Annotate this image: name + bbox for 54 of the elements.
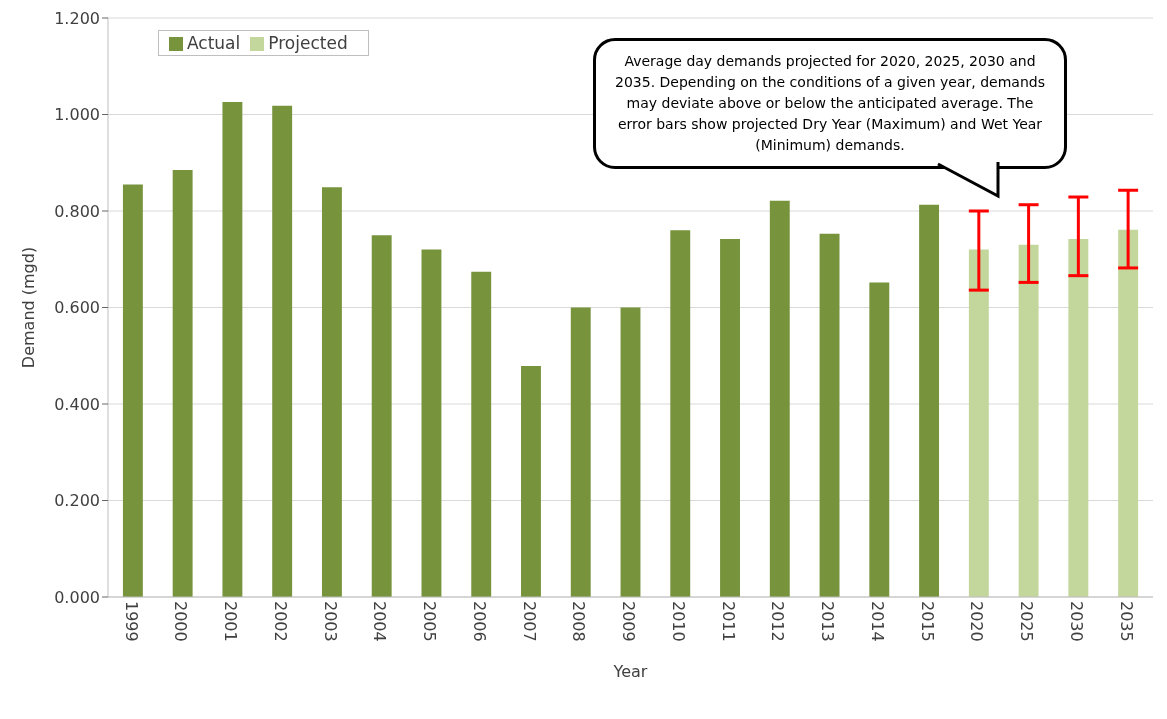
x-tick-label: 2012 bbox=[768, 601, 788, 642]
x-tick-label: 2035 bbox=[1116, 601, 1136, 642]
bar bbox=[919, 204, 940, 597]
x-tick-label: 2009 bbox=[619, 601, 639, 642]
x-tick-label: 2005 bbox=[420, 601, 440, 642]
bar bbox=[122, 184, 143, 597]
bar bbox=[272, 105, 293, 597]
legend-label: Projected bbox=[268, 33, 348, 53]
x-tick-label: 2008 bbox=[569, 601, 589, 642]
bar bbox=[1118, 229, 1139, 597]
bar bbox=[421, 249, 442, 597]
x-tick-label: 2015 bbox=[917, 601, 937, 642]
bar bbox=[321, 187, 342, 597]
annotation: Average day demands projected for 2020, 2025, 2030 and 2035. Depending on the conditions of a given year, demands may deviate above or below the anticipated average. The error bars show projected Dry Year (Maximum) and Wet Year (Minimum) demands. bbox=[593, 38, 1067, 169]
legend-label: Actual bbox=[187, 33, 241, 53]
bar bbox=[670, 230, 691, 597]
x-tick-label: 2020 bbox=[967, 601, 987, 642]
bar bbox=[521, 365, 541, 597]
x-tick-label: 2002 bbox=[270, 601, 290, 642]
x-tick-label: 2003 bbox=[320, 601, 340, 642]
x-axis-title: Year bbox=[612, 662, 648, 681]
y-tick-label: 0.400 bbox=[54, 394, 100, 414]
y-tick-label: 0.600 bbox=[54, 298, 100, 318]
bar bbox=[869, 282, 890, 597]
bar bbox=[1018, 244, 1039, 597]
x-tick-label: 2007 bbox=[519, 601, 539, 642]
bar bbox=[968, 249, 989, 597]
x-tick-label: 2014 bbox=[867, 601, 887, 642]
bar bbox=[471, 271, 492, 597]
x-tick-label: 2001 bbox=[221, 601, 241, 642]
bar bbox=[819, 233, 840, 597]
bar bbox=[172, 169, 193, 597]
x-tick-label: 2004 bbox=[370, 601, 390, 642]
y-tick-label: 0.800 bbox=[54, 201, 100, 221]
bar bbox=[769, 200, 790, 597]
bar bbox=[620, 307, 641, 597]
x-tick-label: 1999 bbox=[121, 601, 141, 642]
bar bbox=[570, 307, 591, 597]
y-tick-label: 0.200 bbox=[54, 491, 100, 511]
bar bbox=[1068, 238, 1089, 597]
bar bbox=[720, 238, 740, 597]
x-tick-label: 2030 bbox=[1067, 601, 1086, 642]
y-tick-label: 0.000 bbox=[54, 587, 100, 607]
x-tick-label: 2000 bbox=[171, 601, 191, 642]
bar bbox=[371, 235, 392, 597]
x-tick-label: 2025 bbox=[1017, 601, 1037, 642]
x-tick-label: 2013 bbox=[818, 601, 838, 642]
x-tick-label: 2006 bbox=[469, 601, 489, 642]
y-axis-title: Demand (mgd) bbox=[18, 246, 38, 369]
x-tick-label: 2011 bbox=[718, 601, 738, 642]
y-tick-label: 1.000 bbox=[54, 105, 100, 125]
y-tick-label: 1.200 bbox=[54, 8, 100, 28]
bar bbox=[222, 101, 243, 597]
x-tick-label: 2010 bbox=[668, 601, 688, 642]
